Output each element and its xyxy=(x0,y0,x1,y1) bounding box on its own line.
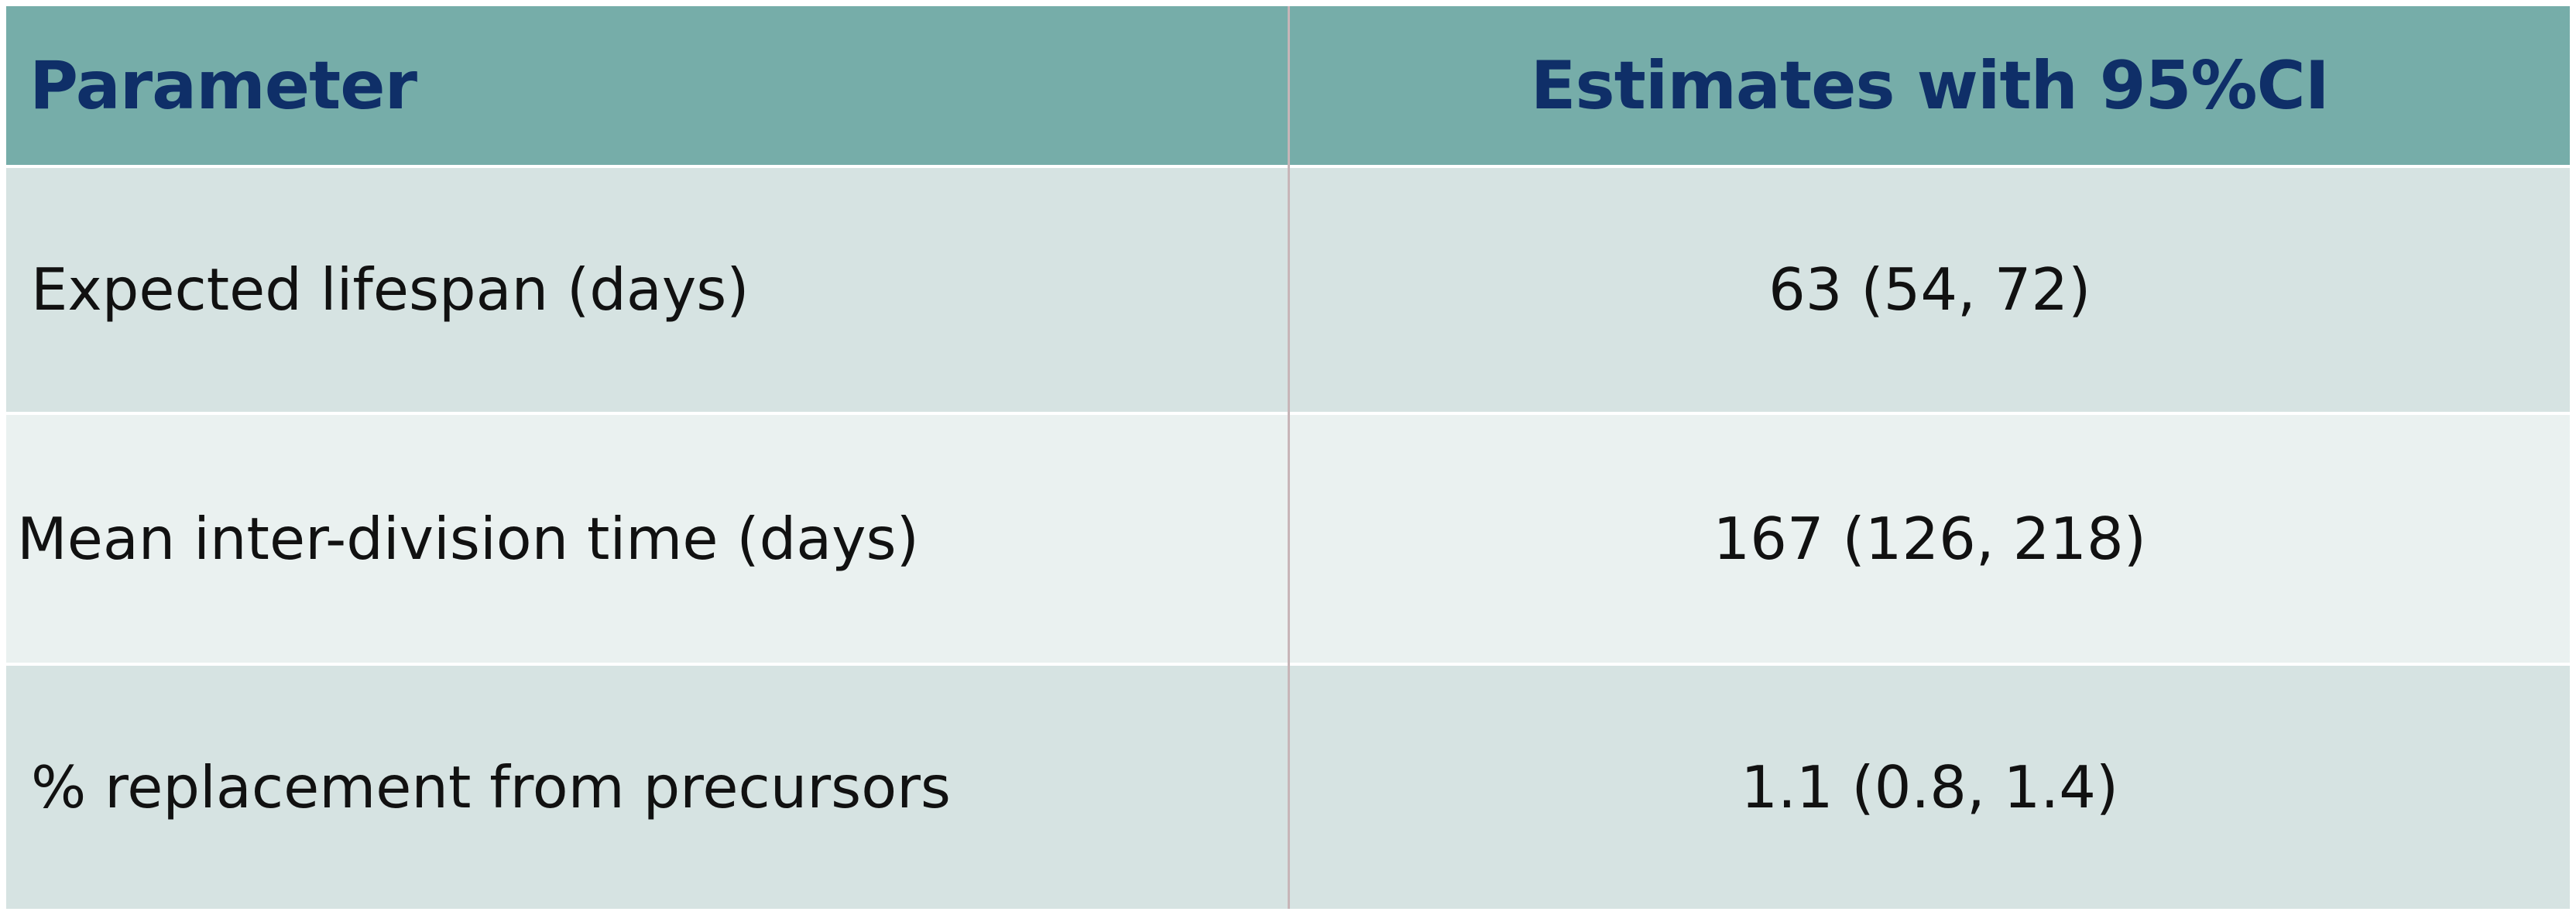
table-row: % replacement from precursors 1.1 (0.8, … xyxy=(6,665,2570,909)
cell-estimate: 167 (126, 218) xyxy=(1287,414,2570,663)
table-row: Mean inter-division time (days) 167 (126… xyxy=(6,414,2570,663)
cell-parameter: Expected lifespan (days) xyxy=(31,255,749,324)
header-estimates: Estimates with 95%CI xyxy=(1287,6,2570,166)
table-row: Expected lifespan (days) 63 (54, 72) xyxy=(6,168,2570,412)
cell-estimate: 63 (54, 72) xyxy=(1287,168,2570,412)
results-table: Parameter Estimates with 95%CI Expected … xyxy=(6,6,2570,909)
cell-parameter: % replacement from precursors xyxy=(31,752,951,821)
header-parameter: Parameter xyxy=(29,46,417,125)
cell-parameter: Mean inter-division time (days) xyxy=(17,504,919,573)
cell-estimate: 1.1 (0.8, 1.4) xyxy=(1287,665,2570,909)
table-header-row: Parameter Estimates with 95%CI xyxy=(6,6,2570,166)
